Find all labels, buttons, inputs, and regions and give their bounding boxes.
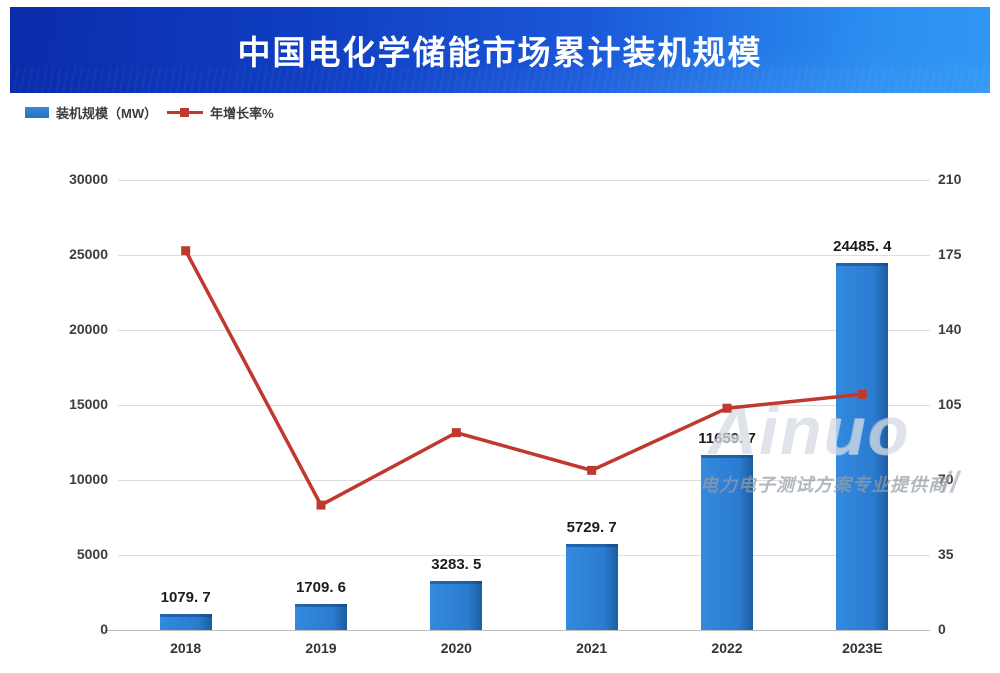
growth-line-marker	[451, 428, 461, 438]
growth-line-layer	[181, 246, 867, 510]
bar-value-label: 1079. 7	[160, 588, 211, 606]
y-axis-left-tick: 25000	[69, 246, 108, 262]
gridline	[118, 405, 930, 406]
bar-2019	[295, 604, 347, 630]
y-axis-right-tick: 70	[938, 471, 954, 487]
y-axis-right-tick: 210	[938, 171, 962, 187]
gridline	[118, 255, 930, 256]
growth-line-marker	[857, 389, 867, 399]
y-axis-left-tick: 20000	[69, 321, 108, 337]
x-axis-tick-2023E: 2023E	[842, 640, 883, 656]
bar-value-label: 1709. 6	[295, 579, 347, 597]
x-axis-tick-2018: 2018	[170, 640, 202, 656]
page-title: 中国电化学储能市场累计装机规模	[237, 34, 763, 71]
y-axis-left-tick: 15000	[69, 396, 108, 412]
growth-line-marker	[316, 500, 326, 510]
gridline	[105, 630, 930, 631]
legend-bar-label: 装机规模（MW）	[56, 106, 158, 121]
gridline	[118, 180, 930, 181]
growth-line-marker	[587, 465, 597, 475]
bar-value-label: 3283. 5	[431, 555, 482, 573]
line-series-marker-icon	[167, 108, 204, 117]
bar-value-label: 5729. 7	[566, 519, 617, 537]
y-axis-right-tick: 140	[938, 321, 962, 337]
bar-2018	[159, 613, 212, 630]
growth-line	[184, 249, 863, 508]
bar-value-label: 11659. 7	[698, 430, 756, 448]
bar-2022	[701, 455, 753, 630]
legend-item-bar: 装机规模（MW）	[25, 103, 157, 122]
gridline	[118, 480, 930, 481]
y-axis-left-tick: 5000	[76, 546, 108, 562]
y-axis-left-tick: 10000	[69, 471, 108, 487]
y-axis-right-tick: 175	[938, 246, 962, 262]
legend-line-square	[180, 108, 190, 117]
bar-2020	[430, 580, 483, 630]
y-axis-right-tick: 35	[938, 546, 954, 562]
legend: 装机规模（MW） 年增长率%	[25, 103, 274, 122]
x-axis-tick-2021: 2021	[576, 640, 608, 656]
growth-line-marker	[722, 403, 732, 413]
growth-line-marker	[181, 246, 191, 256]
x-axis-tick-2019: 2019	[305, 640, 337, 656]
gridline	[118, 555, 930, 556]
legend-line-label: 年增长率%	[210, 106, 274, 121]
x-axis-tick-2022: 2022	[711, 640, 743, 656]
title-banner: 中国电化学储能市场累计装机规模	[10, 7, 990, 93]
bar-2021	[565, 544, 618, 630]
y-axis-right-tick: 105	[938, 396, 962, 412]
gridline	[118, 330, 930, 331]
bar-2023E	[836, 262, 889, 630]
y-axis-left-tick: 30000	[69, 171, 108, 187]
y-axis-left-tick: 0	[100, 621, 108, 637]
legend-item-line: 年增长率%	[167, 103, 274, 122]
x-axis-tick-2020: 2020	[440, 640, 472, 656]
bar-series-swatch-icon	[25, 107, 49, 118]
y-axis-right-tick: 0	[938, 621, 946, 637]
bar-value-label: 24485. 4	[833, 237, 892, 255]
